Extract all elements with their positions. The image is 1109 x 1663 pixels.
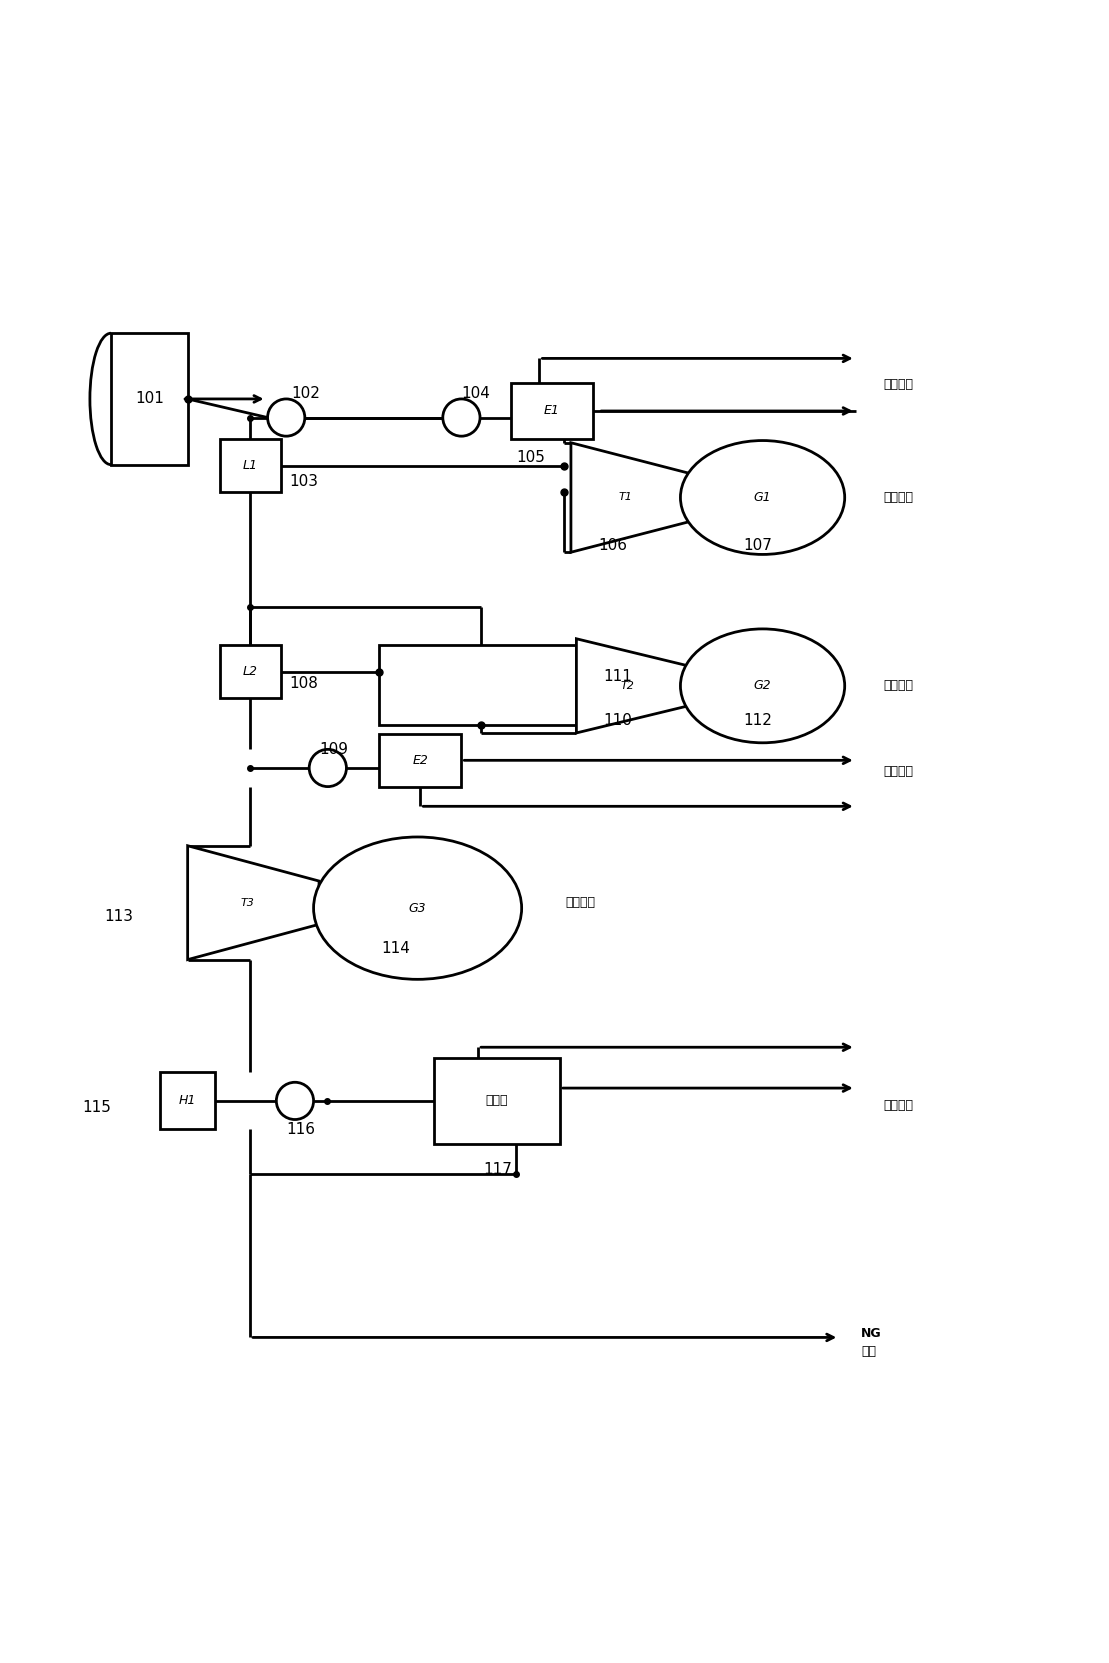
Text: 108: 108: [289, 677, 318, 692]
Text: 103: 103: [289, 474, 318, 489]
Text: 冷能发电: 冷能发电: [883, 680, 913, 692]
FancyBboxPatch shape: [161, 1073, 215, 1129]
Text: 高温换冷: 高温换冷: [883, 378, 913, 391]
Polygon shape: [577, 639, 696, 733]
Text: 110: 110: [603, 713, 632, 728]
Text: 115: 115: [82, 1099, 111, 1114]
Text: 109: 109: [319, 742, 348, 757]
FancyBboxPatch shape: [511, 382, 593, 439]
Text: 管网: 管网: [861, 1345, 876, 1359]
Text: 105: 105: [516, 451, 545, 466]
Text: E1: E1: [543, 404, 560, 417]
Text: 107: 107: [743, 539, 772, 554]
Text: 冷能发电: 冷能发电: [566, 896, 596, 910]
Text: 117: 117: [484, 1162, 512, 1177]
Circle shape: [309, 750, 346, 787]
Text: H1: H1: [179, 1094, 196, 1108]
FancyBboxPatch shape: [379, 733, 461, 787]
Text: 气化器: 气化器: [486, 1094, 508, 1108]
FancyBboxPatch shape: [221, 645, 281, 698]
Text: L1: L1: [243, 459, 258, 472]
Text: 116: 116: [286, 1123, 315, 1137]
Text: 106: 106: [598, 539, 628, 554]
Polygon shape: [571, 442, 702, 552]
Text: 102: 102: [292, 386, 321, 401]
Text: G3: G3: [409, 901, 427, 915]
Text: G1: G1: [754, 491, 772, 504]
Text: T2: T2: [621, 680, 634, 690]
FancyBboxPatch shape: [434, 1058, 560, 1144]
Text: 112: 112: [743, 713, 772, 728]
Ellipse shape: [681, 629, 845, 743]
Circle shape: [267, 399, 305, 436]
Circle shape: [442, 399, 480, 436]
Ellipse shape: [681, 441, 845, 554]
Text: G2: G2: [754, 680, 772, 692]
Polygon shape: [187, 846, 319, 960]
Text: 114: 114: [381, 941, 410, 956]
Text: 111: 111: [603, 669, 632, 683]
Circle shape: [276, 1083, 314, 1119]
FancyBboxPatch shape: [221, 439, 281, 492]
Text: T3: T3: [241, 898, 255, 908]
Text: 101: 101: [135, 391, 164, 406]
Text: 113: 113: [104, 910, 133, 925]
Text: NG: NG: [861, 1327, 882, 1340]
FancyBboxPatch shape: [111, 333, 187, 464]
FancyBboxPatch shape: [379, 645, 582, 725]
Text: E2: E2: [413, 753, 428, 767]
Text: T1: T1: [619, 492, 632, 502]
Ellipse shape: [314, 836, 521, 980]
Text: L2: L2: [243, 665, 258, 679]
Text: 冷能发电: 冷能发电: [883, 491, 913, 504]
Text: 低温换冷: 低温换冷: [883, 1099, 913, 1113]
Text: 低温换冷: 低温换冷: [883, 765, 913, 778]
Text: 104: 104: [461, 386, 490, 401]
